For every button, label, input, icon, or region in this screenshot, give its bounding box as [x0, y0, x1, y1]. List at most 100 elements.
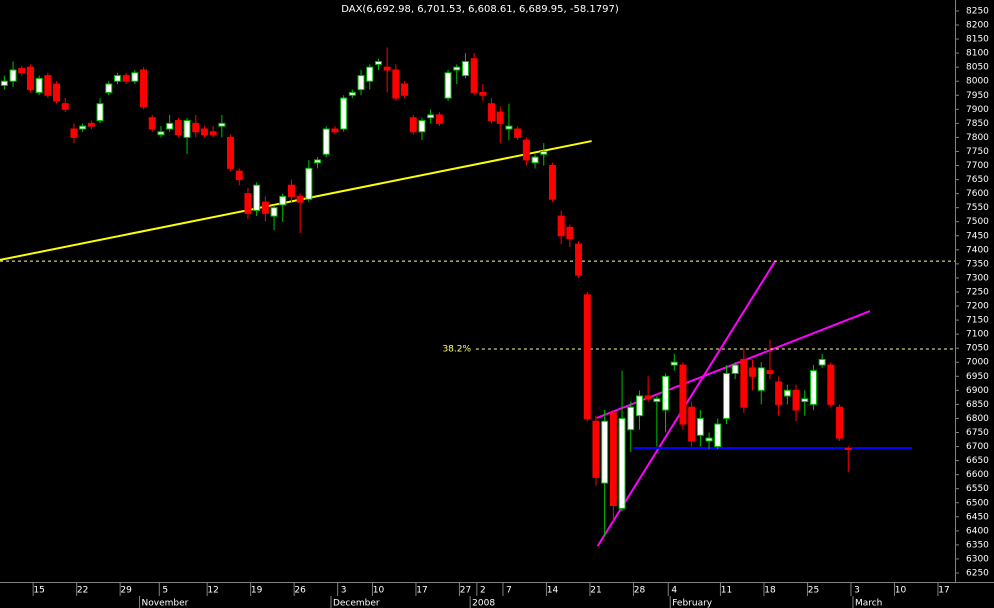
month-label: December	[333, 599, 380, 608]
candle-body	[26, 66, 34, 91]
candle-body	[244, 193, 252, 214]
candle-body	[801, 398, 809, 403]
x-tick-label: 17	[938, 586, 949, 596]
candle-body	[696, 417, 704, 436]
y-tick-label: 7950	[966, 91, 989, 101]
y-tick-label: 6250	[966, 569, 989, 579]
y-tick-label: 7350	[966, 259, 989, 269]
y-tick-label: 7200	[966, 302, 989, 312]
candle-body	[644, 395, 652, 400]
x-tick-label: 17	[416, 586, 427, 596]
candle-body	[444, 72, 452, 99]
candle-body	[749, 367, 757, 377]
candle-body	[583, 294, 591, 419]
x-tick-label: 27	[460, 586, 471, 596]
candle-body	[140, 69, 148, 108]
y-tick-label: 6800	[966, 414, 989, 424]
y-tick-label: 8200	[966, 21, 989, 31]
y-tick-label: 7900	[966, 105, 989, 115]
candle-body	[488, 103, 496, 122]
y-tick-label: 7800	[966, 133, 989, 143]
y-tick-label: 6450	[966, 512, 989, 522]
candle-body	[453, 66, 461, 71]
candle-body	[279, 195, 287, 206]
x-tick-label: 2	[480, 586, 486, 596]
candle-body	[122, 75, 130, 82]
candle-body	[261, 201, 269, 214]
candle-body	[809, 370, 817, 405]
candle-body	[322, 128, 330, 155]
chart-title: DAX(6,692.98, 6,701.53, 6,608.61, 6,689.…	[341, 4, 619, 15]
candle-body	[357, 75, 365, 91]
candle-body	[366, 66, 374, 82]
candle-body	[479, 91, 487, 96]
candle-body	[348, 91, 356, 96]
candle-body	[183, 120, 191, 138]
candle-body	[392, 69, 400, 99]
candle-body	[218, 122, 226, 127]
candle-body	[827, 364, 835, 405]
y-tick-label: 6400	[966, 526, 989, 536]
candle-body	[496, 111, 504, 124]
month-label: February	[672, 599, 713, 608]
x-tick-label: 14	[547, 586, 559, 596]
candle-body	[192, 122, 200, 133]
candle-body	[340, 97, 348, 130]
candle-body	[679, 364, 687, 425]
y-tick-label: 6900	[966, 386, 989, 396]
candle-body	[731, 364, 739, 374]
candle-body	[157, 131, 165, 136]
y-tick-label: 6950	[966, 372, 989, 382]
candle-body	[775, 381, 783, 405]
candle-body	[148, 117, 156, 130]
candle-body	[435, 114, 443, 124]
candle-body	[409, 117, 417, 133]
y-tick-label: 7000	[966, 358, 989, 368]
candle-body	[662, 375, 670, 411]
x-tick-label: 10	[373, 586, 385, 596]
x-tick-label: 7	[506, 586, 512, 596]
candle-body	[505, 125, 513, 130]
candle-body	[314, 159, 322, 164]
candle-body	[79, 125, 87, 130]
y-tick-label: 6600	[966, 470, 989, 480]
candle-body	[209, 131, 217, 136]
candle-body	[0, 80, 8, 86]
candle-body	[287, 184, 295, 197]
y-tick-label: 7650	[966, 175, 989, 185]
y-tick-label: 8100	[966, 49, 989, 59]
candle-body	[418, 120, 426, 133]
x-tick-label: 12	[207, 586, 218, 596]
candle-body	[305, 167, 313, 200]
candle-body	[401, 83, 409, 96]
x-tick-label: 11	[721, 586, 732, 596]
y-tick-label: 8250	[966, 6, 989, 16]
x-tick-label: 18	[764, 586, 776, 596]
y-tick-label: 7150	[966, 316, 989, 326]
candle-body	[166, 122, 174, 130]
y-tick-label: 7400	[966, 245, 989, 255]
y-tick-label: 6700	[966, 442, 989, 452]
annotation: 38.2%	[442, 345, 471, 355]
x-tick-label: 21	[590, 586, 601, 596]
x-tick-label: 19	[251, 586, 263, 596]
candle-body	[792, 389, 800, 411]
y-tick-label: 7550	[966, 203, 989, 213]
candle-body	[113, 75, 121, 82]
candle-body	[522, 139, 530, 161]
x-tick-label: 3	[341, 586, 347, 596]
candle-body	[740, 358, 748, 408]
y-tick-label: 7600	[966, 189, 989, 199]
candle-body	[575, 243, 583, 276]
month-label: November	[142, 599, 189, 608]
candle-body	[296, 195, 304, 203]
candle-body	[174, 120, 182, 136]
candle-body	[383, 66, 391, 71]
y-tick-label: 6850	[966, 400, 989, 410]
candle-body	[53, 83, 61, 102]
candle-body	[44, 75, 52, 96]
y-tick-label: 7100	[966, 330, 989, 340]
y-tick-label: 6300	[966, 554, 989, 564]
